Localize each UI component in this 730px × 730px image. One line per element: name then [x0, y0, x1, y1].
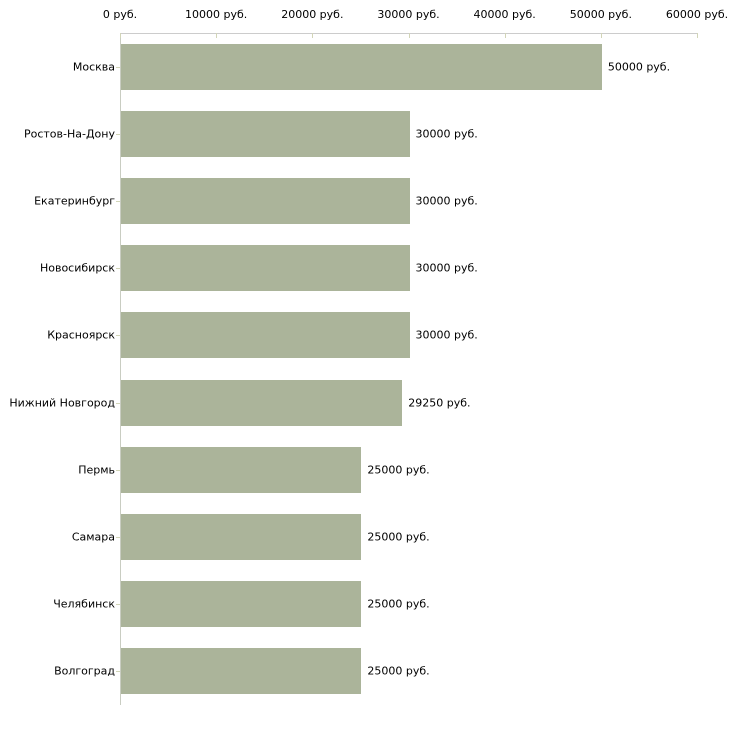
value-label: 30000 руб. [415, 127, 478, 141]
value-label: 25000 руб. [367, 664, 430, 678]
x-tick-label: 20000 руб. [281, 8, 344, 21]
x-tick-mark [600, 33, 602, 38]
category-label: Пермь [78, 463, 115, 477]
x-tick-mark [408, 33, 410, 38]
category-label: Красноярск [47, 328, 115, 342]
x-tick-mark [120, 33, 121, 38]
y-tick-mark [116, 66, 120, 68]
bar-1 [121, 43, 602, 90]
category-label: Нижний Новгород [9, 396, 115, 410]
category-label: Москва [72, 60, 115, 74]
y-tick-mark [116, 201, 120, 202]
value-label: 30000 руб. [415, 328, 478, 342]
bar-5 [121, 312, 410, 359]
x-tick-label: 0 руб. [102, 8, 138, 21]
bar-7 [121, 446, 362, 493]
bar-2 [121, 110, 410, 157]
bar-6 [121, 379, 403, 426]
y-tick-mark [116, 469, 120, 471]
y-tick-mark [116, 671, 120, 673]
y-axis-line [120, 33, 121, 705]
value-label: 25000 руб. [367, 463, 430, 477]
category-label: Самара [71, 530, 115, 544]
x-tick-label: 30000 руб. [377, 8, 440, 21]
value-label: 29250 руб. [408, 396, 471, 410]
y-tick-mark [116, 537, 120, 538]
x-tick-mark [504, 33, 506, 38]
value-label: 30000 руб. [415, 261, 478, 275]
y-tick-mark [116, 133, 120, 135]
bar-3 [121, 178, 410, 224]
bar-4 [121, 245, 410, 292]
value-label: 25000 руб. [367, 530, 430, 544]
bar-10 [121, 648, 362, 695]
y-tick-mark [116, 604, 120, 606]
x-tick-label: 10000 руб. [185, 8, 248, 21]
category-label: Ростов-На-Дону [23, 127, 115, 141]
category-label: Челябинск [53, 597, 115, 611]
category-label: Екатеринбург [34, 194, 115, 208]
x-tick-mark [312, 33, 314, 38]
x-tick-mark [697, 33, 698, 38]
x-tick-label: 50000 руб. [569, 8, 632, 21]
category-label: Волгоград [54, 664, 115, 678]
value-label: 25000 руб. [367, 597, 430, 611]
x-tick-label: 40000 руб. [473, 8, 536, 21]
y-tick-mark [116, 268, 120, 270]
value-label: 30000 руб. [415, 194, 478, 208]
bar-9 [121, 581, 362, 628]
x-tick-label: 60000 руб. [665, 8, 729, 21]
x-tick-mark [216, 33, 218, 38]
category-label: Новосибирск [39, 261, 115, 275]
y-tick-mark [116, 402, 120, 404]
value-label: 50000 руб. [607, 60, 671, 74]
y-tick-mark [116, 335, 120, 337]
bar-8 [121, 514, 362, 560]
